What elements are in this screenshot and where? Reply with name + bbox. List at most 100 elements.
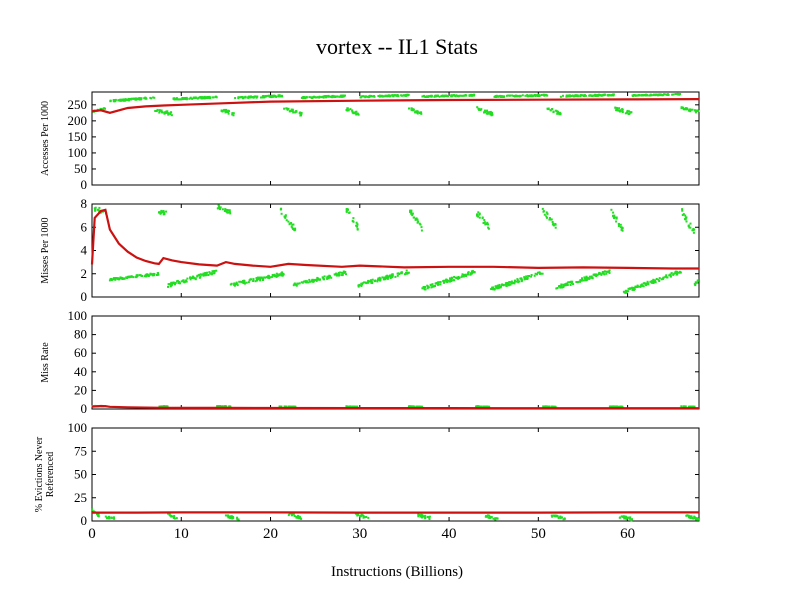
sample-point	[185, 96, 188, 99]
sample-point	[179, 98, 182, 101]
sample-point	[252, 280, 255, 282]
sample-point	[559, 516, 562, 519]
sample-points	[92, 92, 700, 117]
sample-point	[462, 273, 465, 276]
sample-point	[396, 274, 399, 277]
sample-point	[421, 516, 424, 519]
sample-point	[692, 231, 695, 234]
sample-point	[451, 277, 454, 280]
sample-point	[119, 277, 122, 280]
sample-point	[157, 273, 160, 276]
sample-point	[344, 271, 347, 273]
sample-point	[600, 273, 603, 276]
sample-point	[217, 207, 220, 210]
sample-point	[422, 515, 425, 518]
sample-point	[198, 276, 201, 279]
sample-point	[292, 223, 295, 226]
sample-point	[352, 220, 355, 223]
sample-point	[119, 276, 122, 279]
sample-point	[161, 211, 164, 214]
sample-point	[287, 514, 290, 517]
sample-point	[178, 281, 181, 284]
sample-point	[312, 96, 315, 99]
sample-point	[305, 280, 308, 283]
sample-point	[691, 229, 694, 232]
x-tick-label: 60	[620, 526, 635, 542]
sample-point	[271, 274, 274, 276]
sample-point	[219, 206, 222, 209]
sample-point	[482, 405, 485, 408]
sample-point	[226, 211, 229, 214]
sample-point	[620, 227, 623, 230]
sample-point	[213, 271, 216, 274]
sample-point	[381, 95, 384, 98]
sample-point	[689, 517, 692, 519]
sample-point	[243, 280, 246, 283]
sample-point	[224, 208, 227, 211]
sample-point	[615, 220, 618, 223]
sample-point	[486, 112, 489, 115]
sample-point	[448, 280, 451, 283]
sample-point	[485, 515, 487, 518]
sample-point	[259, 276, 262, 279]
sample-point	[512, 282, 515, 284]
sample-point	[224, 111, 227, 114]
sample-point	[272, 95, 275, 98]
sample-point	[417, 220, 420, 223]
sample-point	[435, 282, 438, 285]
sample-point	[139, 97, 141, 100]
sample-point	[619, 110, 622, 113]
sample-point	[416, 112, 419, 115]
sample-point	[345, 210, 348, 213]
sample-point	[685, 220, 688, 223]
y-tick-label: 8	[81, 196, 88, 211]
cumulative-line	[91, 98, 700, 114]
sample-point	[212, 96, 215, 99]
sample-point	[330, 276, 333, 279]
sample-point	[443, 281, 445, 284]
sample-point	[213, 270, 216, 272]
sample-point	[355, 513, 358, 516]
sample-point	[249, 96, 252, 99]
sample-point	[493, 288, 496, 291]
sample-point	[464, 274, 467, 277]
sample-point	[363, 281, 366, 284]
sample-point	[681, 214, 684, 216]
sample-point	[152, 273, 155, 275]
sample-point	[548, 405, 551, 408]
sample-point	[356, 112, 359, 115]
sample-point	[205, 274, 208, 277]
sample-point	[629, 516, 632, 519]
sample-point	[97, 513, 100, 516]
sample-point	[303, 96, 305, 99]
sample-point	[424, 286, 426, 288]
sample-point	[301, 281, 304, 284]
sample-point	[677, 271, 680, 274]
sample-point	[340, 95, 343, 98]
sample-point	[470, 270, 473, 273]
sample-point	[333, 96, 336, 98]
sample-point	[458, 277, 461, 280]
sample-point	[341, 94, 344, 97]
sample-point	[627, 287, 630, 290]
sample-point	[551, 223, 554, 226]
sample-point	[428, 95, 431, 98]
sample-point	[613, 217, 615, 220]
sample-point	[427, 286, 430, 289]
sample-point	[576, 281, 579, 284]
sample-point	[410, 209, 413, 212]
sample-point	[167, 112, 170, 115]
sample-point	[669, 274, 672, 277]
sample-point	[149, 273, 152, 276]
sample-point	[584, 279, 587, 282]
sample-point	[469, 272, 472, 275]
sample-point	[328, 274, 331, 277]
sample-point	[365, 282, 368, 285]
sample-point	[441, 95, 443, 98]
sample-point	[194, 97, 197, 99]
sample-point	[248, 279, 251, 282]
sample-point	[226, 110, 229, 113]
sample-point	[412, 109, 415, 112]
panel-3: 0 20 40 60 80 100 Miss Rate	[40, 308, 700, 416]
sample-point	[483, 221, 486, 224]
